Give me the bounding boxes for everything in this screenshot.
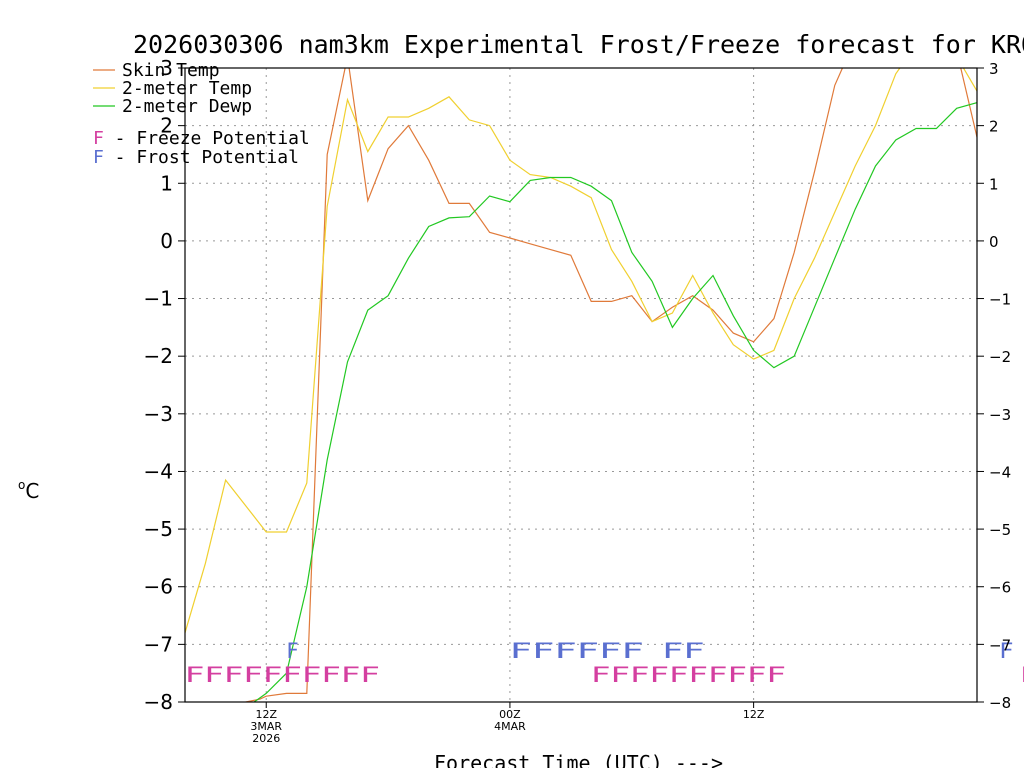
x-tick-label: 4MAR bbox=[494, 720, 526, 733]
legend-flag-text: - Frost Potential bbox=[104, 147, 299, 168]
frost-potential-flag-3: F bbox=[999, 639, 1013, 663]
y-tick-label: 3 bbox=[160, 56, 173, 80]
y-tick-label: −8 bbox=[144, 690, 173, 714]
plot-frame bbox=[184, 67, 978, 703]
x-tick-label: 12Z bbox=[743, 708, 765, 721]
y-tick-label: −6 bbox=[144, 575, 173, 599]
y-tick-label: 0 bbox=[160, 229, 173, 253]
freeze-potential-flag-0: FFFFFFFFFF bbox=[185, 663, 380, 687]
y-tick-label: −1 bbox=[144, 287, 173, 311]
x-axis-label: Forecast Time (UTC) ---> bbox=[434, 751, 723, 768]
legend-label: F - Frost Potential bbox=[93, 147, 299, 168]
y-axis-label-unit: C bbox=[25, 479, 39, 503]
y-tick-label-right: 3 bbox=[989, 60, 999, 78]
y-tick-label: −3 bbox=[144, 402, 173, 426]
frost-potential-flag-0: F bbox=[287, 639, 299, 663]
chart-title: 2026030306 nam3km Experimental Frost/Fre… bbox=[133, 30, 1024, 59]
x-tick-label: 00Z bbox=[499, 708, 521, 721]
y-tick-label-right: 2 bbox=[989, 118, 999, 136]
frost-potential-flag-2: FF bbox=[662, 639, 705, 663]
y-tick-label: 2 bbox=[160, 114, 173, 138]
legend-label: Skin Temp bbox=[122, 60, 220, 81]
y-tick-label-right: −3 bbox=[989, 406, 1011, 424]
y-tick-label-right: −2 bbox=[989, 348, 1011, 366]
y-tick-label: −2 bbox=[144, 344, 173, 368]
y-tick-label: −4 bbox=[144, 459, 173, 483]
legend-label: F - Freeze Potential bbox=[93, 128, 310, 149]
series-lines bbox=[185, 68, 977, 702]
frost-potential-flag-1: FFFFFF bbox=[510, 639, 644, 663]
y-tick-label-right: −1 bbox=[989, 291, 1011, 309]
y-tick-label-right: −5 bbox=[989, 521, 1011, 539]
potential-flags: FFFFFFFFFFFFFFFFFFFFFFFFFFFFFFFFFFFFFFFF… bbox=[185, 639, 1024, 687]
legend-flag-text: - Freeze Potential bbox=[104, 128, 310, 149]
y-tick-label-right: 0 bbox=[989, 233, 999, 251]
y-axis-label-degree: o bbox=[18, 478, 25, 492]
legend-label: 2-meter Dewp bbox=[122, 96, 252, 117]
series-line-2-meter-temp bbox=[185, 68, 977, 633]
grid-lines bbox=[185, 67, 977, 703]
y-tick-label-right: −4 bbox=[989, 463, 1011, 481]
series-line-skin-temp bbox=[243, 68, 977, 702]
legend-flag-symbol: F bbox=[93, 147, 104, 168]
y-tick-label-right: 1 bbox=[989, 175, 999, 193]
axes: −8 −8 −7 −7 −6 −6 −5 −5 −4 −4 −3 −3 −2 −2 −1 −1 0 0 1 1 2 2 3 3… bbox=[144, 56, 1012, 745]
y-tick-label: −7 bbox=[144, 632, 173, 656]
freeze-potential-flag-1: FFFFFFFFFF bbox=[591, 663, 786, 687]
legend-label: 2-meter Temp bbox=[122, 78, 252, 99]
y-tick-label-right: −7 bbox=[989, 636, 1011, 654]
y-tick-label: 1 bbox=[160, 171, 173, 195]
y-tick-label-right: −8 bbox=[989, 694, 1011, 712]
legend-flag-symbol: F bbox=[93, 128, 104, 149]
x-tick-label: 3MAR bbox=[250, 720, 282, 733]
series-line-2-meter-dewp bbox=[253, 101, 977, 702]
y-tick-label: −5 bbox=[144, 517, 173, 541]
y-tick-label-right: −6 bbox=[989, 579, 1011, 597]
x-tick-label: 12Z bbox=[255, 708, 277, 721]
y-axis-label: oC bbox=[18, 478, 39, 503]
x-tick-label: 2026 bbox=[252, 732, 280, 745]
